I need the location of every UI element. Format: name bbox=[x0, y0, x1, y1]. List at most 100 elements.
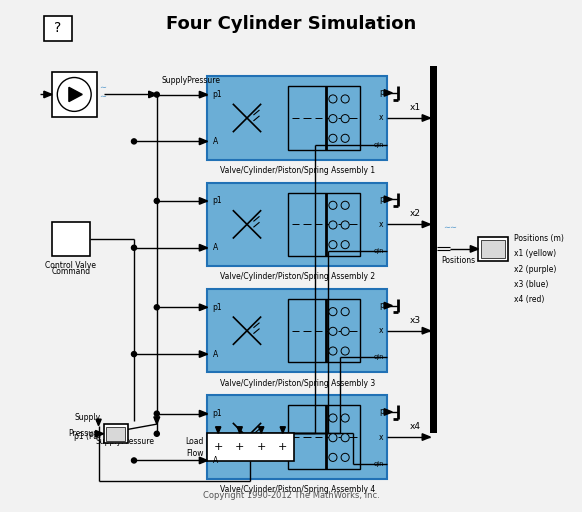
Bar bbox=[106, 426, 125, 441]
Text: x4 (red): x4 (red) bbox=[514, 295, 544, 304]
Text: x: x bbox=[379, 326, 384, 335]
Text: A: A bbox=[212, 350, 218, 358]
Circle shape bbox=[341, 327, 349, 335]
Circle shape bbox=[329, 434, 337, 442]
Bar bbox=[44, 16, 72, 41]
Bar bbox=[288, 86, 360, 150]
Text: p: p bbox=[379, 301, 384, 310]
Polygon shape bbox=[199, 304, 207, 311]
Circle shape bbox=[329, 453, 337, 461]
Circle shape bbox=[341, 95, 349, 103]
Text: p: p bbox=[379, 408, 384, 416]
Text: x2: x2 bbox=[410, 209, 421, 218]
Text: ∼: ∼ bbox=[99, 92, 106, 101]
Text: Control Valve: Control Valve bbox=[45, 261, 97, 270]
Polygon shape bbox=[384, 196, 392, 203]
Circle shape bbox=[329, 414, 337, 422]
Polygon shape bbox=[280, 427, 285, 433]
Text: Valve/Cylinder/Piston/Spring Assembly 3: Valve/Cylinder/Piston/Spring Assembly 3 bbox=[220, 378, 375, 388]
Polygon shape bbox=[199, 198, 207, 204]
Text: qin: qin bbox=[373, 142, 384, 148]
Bar bbox=[207, 395, 387, 479]
Polygon shape bbox=[199, 457, 207, 464]
Circle shape bbox=[154, 92, 159, 97]
Text: SupplyPressure: SupplyPressure bbox=[95, 437, 154, 446]
Bar bbox=[104, 424, 128, 443]
Polygon shape bbox=[95, 431, 104, 437]
Text: A: A bbox=[212, 456, 218, 465]
Text: Pressure: Pressure bbox=[68, 429, 101, 438]
Text: x1 (yellow): x1 (yellow) bbox=[514, 249, 556, 259]
Circle shape bbox=[341, 115, 349, 123]
Bar bbox=[207, 76, 387, 160]
Bar bbox=[207, 289, 387, 373]
Text: Copyright 1990-2012 The MathWorks, Inc.: Copyright 1990-2012 The MathWorks, Inc. bbox=[203, 491, 379, 500]
Text: p1: p1 bbox=[212, 409, 222, 418]
Text: p1: p1 bbox=[212, 303, 222, 312]
Circle shape bbox=[132, 245, 137, 250]
Bar bbox=[481, 240, 505, 258]
Text: qin: qin bbox=[373, 248, 384, 254]
Text: x: x bbox=[379, 220, 384, 229]
Circle shape bbox=[132, 458, 137, 463]
Circle shape bbox=[329, 241, 337, 249]
Text: x2 (purple): x2 (purple) bbox=[514, 265, 556, 273]
Text: p1: p1 bbox=[212, 90, 222, 99]
Circle shape bbox=[154, 305, 159, 310]
Polygon shape bbox=[470, 246, 478, 252]
Text: x: x bbox=[379, 433, 384, 441]
Text: +: + bbox=[278, 442, 288, 452]
Text: Valve/Cylinder/Piston/Spring Assembly 4: Valve/Cylinder/Piston/Spring Assembly 4 bbox=[220, 485, 375, 494]
Text: ∼: ∼ bbox=[99, 83, 106, 92]
Text: x: x bbox=[379, 114, 384, 122]
Text: ?: ? bbox=[54, 21, 61, 35]
Polygon shape bbox=[384, 409, 392, 415]
Text: Flow: Flow bbox=[186, 449, 203, 458]
Text: Load: Load bbox=[185, 437, 203, 445]
Polygon shape bbox=[199, 91, 207, 98]
Text: Command: Command bbox=[51, 267, 91, 276]
Polygon shape bbox=[384, 90, 392, 96]
Text: SupplyPressure: SupplyPressure bbox=[162, 76, 221, 84]
Circle shape bbox=[341, 414, 349, 422]
Text: Supply: Supply bbox=[75, 413, 101, 421]
Circle shape bbox=[341, 221, 349, 229]
Circle shape bbox=[341, 347, 349, 355]
Circle shape bbox=[329, 347, 337, 355]
Circle shape bbox=[154, 431, 159, 436]
Circle shape bbox=[341, 241, 349, 249]
Text: +: + bbox=[257, 442, 266, 452]
Polygon shape bbox=[199, 244, 207, 251]
Circle shape bbox=[132, 139, 137, 144]
Text: +: + bbox=[214, 442, 223, 452]
Text: Positions: Positions bbox=[441, 256, 475, 265]
Bar bbox=[207, 433, 293, 461]
Bar bbox=[430, 66, 437, 433]
Circle shape bbox=[329, 115, 337, 123]
Polygon shape bbox=[384, 303, 392, 309]
Text: ∼∼: ∼∼ bbox=[443, 223, 457, 232]
Bar bbox=[207, 183, 387, 266]
Text: x4: x4 bbox=[410, 422, 421, 431]
Circle shape bbox=[57, 77, 91, 112]
Circle shape bbox=[329, 221, 337, 229]
Text: Four Cylinder Simulation: Four Cylinder Simulation bbox=[166, 15, 416, 33]
Circle shape bbox=[154, 411, 159, 416]
Polygon shape bbox=[237, 427, 242, 433]
Polygon shape bbox=[148, 91, 157, 98]
Circle shape bbox=[132, 352, 137, 357]
Bar bbox=[478, 237, 508, 261]
Circle shape bbox=[329, 95, 337, 103]
Circle shape bbox=[341, 453, 349, 461]
Polygon shape bbox=[422, 434, 430, 440]
Text: x3: x3 bbox=[410, 315, 421, 325]
Text: +: + bbox=[235, 442, 244, 452]
Polygon shape bbox=[215, 427, 221, 433]
Circle shape bbox=[341, 434, 349, 442]
Circle shape bbox=[329, 327, 337, 335]
Circle shape bbox=[329, 134, 337, 142]
Polygon shape bbox=[258, 427, 264, 433]
Bar bbox=[288, 193, 360, 256]
Circle shape bbox=[341, 201, 349, 209]
Text: p1: p1 bbox=[212, 197, 222, 205]
